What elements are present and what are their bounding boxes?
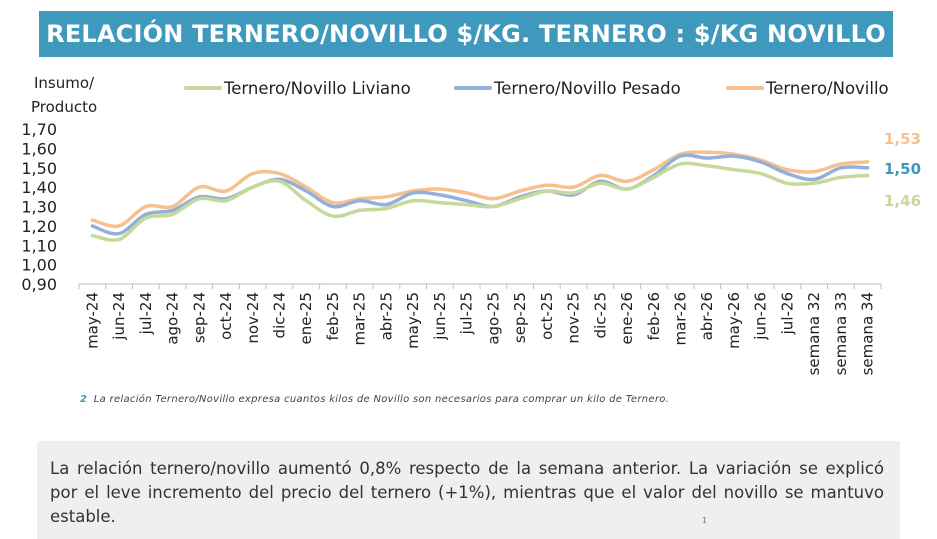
y-tick-label: 1,70 [21,120,57,139]
x-tick-label: ago-25 [484,292,502,345]
x-tick-label: dic-25 [591,292,609,338]
x-tick-label: jun-25 [431,292,449,341]
summary-box: La relación ternero/novillo aumentó 0,8%… [37,441,900,539]
x-tick-label: sep-25 [511,292,529,343]
x-tick-label: mar-25 [351,292,369,346]
x-tick-label: semana 34 [859,292,877,375]
x-tick-label: ago-24 [164,292,182,345]
footnote: 2 La relación Ternero/Novillo expresa cu… [80,394,880,405]
x-tick-label: mar-26 [672,292,690,346]
x-tick-label: nov-25 [565,292,583,344]
x-tick-label: oct-25 [538,292,556,340]
page-number: 1 [702,516,708,525]
series-line-ternero-novillo-pesado [90,153,870,236]
x-tick-label: jun-24 [110,292,128,341]
x-tick-label: dic-24 [271,292,289,338]
y-tick-label: 1,10 [21,236,57,255]
y-tick-label: 1,30 [21,198,57,217]
footnote-text: La relación Ternero/Novillo expresa cuan… [93,394,670,405]
y-tick-label: 0,90 [21,275,57,294]
x-tick-label: semana 32 [805,292,823,375]
x-tick-label: may-26 [725,292,743,349]
x-tick-label: sep-24 [190,292,208,343]
y-axis-title-line1: Insumo/ [34,74,95,92]
y-tick-label: 1,00 [21,256,57,275]
x-tick-label: jul-25 [458,292,476,335]
footnote-number: 2 [80,394,88,405]
x-tick-label: ene-25 [297,292,315,344]
legend-label: Ternero/Novillo [765,79,889,98]
x-tick-label: abr-25 [377,292,395,340]
y-tick-label: 1,50 [21,159,57,178]
x-tick-label: feb-26 [645,292,663,341]
series-line-ternero-novillo-liviano [90,161,870,242]
legend-label: Ternero/Novillo Pesado [493,79,681,98]
x-tick-label: feb-25 [324,292,342,341]
y-tick-label: 1,20 [21,217,57,236]
x-tick-label: jul-24 [137,292,155,335]
x-tick-label: semana 33 [832,292,850,375]
y-axis-title-line2: Producto [31,98,97,116]
y-tick-label: 1,40 [21,178,57,197]
end-value-label: 1,53 [884,130,921,148]
x-tick-label: may-24 [83,292,101,349]
x-tick-label: jun-26 [752,292,770,341]
x-tick-label: ene-26 [618,292,636,344]
title-banner: RELACIÓN TERNERO/NOVILLO $/KG. TERNERO :… [39,11,893,57]
x-tick-label: nov-24 [244,292,262,344]
chart-title: RELACIÓN TERNERO/NOVILLO $/KG. TERNERO :… [46,20,886,48]
summary-text: La relación ternero/novillo aumentó 0,8%… [50,459,884,526]
end-value-label: 1,50 [884,160,921,178]
end-value-label: 1,46 [884,192,921,210]
line-chart: Insumo/Producto1,701,601,501,401,301,201… [21,74,921,375]
x-tick-label: oct-24 [217,292,235,340]
x-tick-label: jul-26 [778,292,796,335]
series-line-ternero-novillo [90,150,870,229]
x-tick-label: may-25 [404,292,422,349]
y-tick-label: 1,60 [21,139,57,158]
x-tick-label: abr-26 [698,292,716,340]
legend-label: Ternero/Novillo Liviano [223,79,411,98]
